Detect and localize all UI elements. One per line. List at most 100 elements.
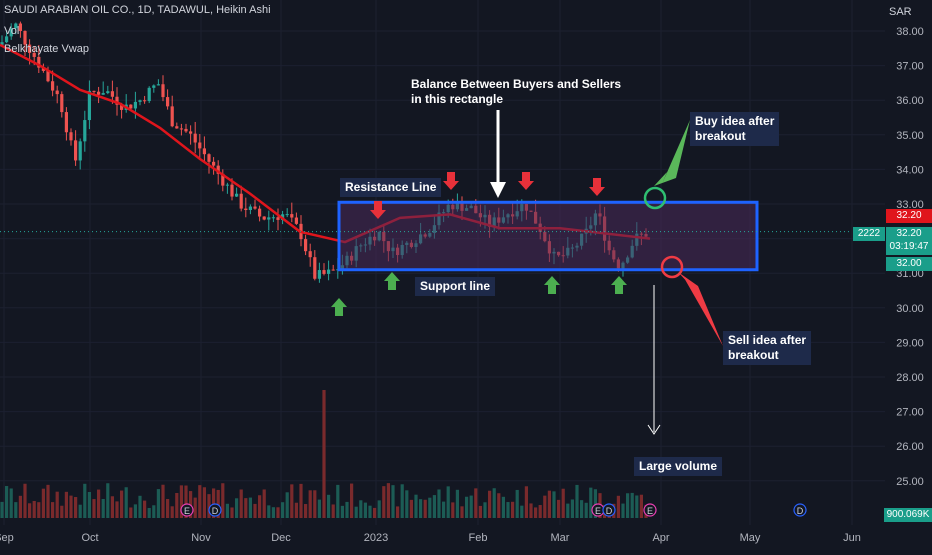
volume-bar: [124, 487, 128, 518]
volume-bar: [465, 496, 469, 518]
volume-bar: [156, 489, 160, 518]
y-tick-label: 38.00: [896, 26, 924, 38]
volume-bar: [460, 506, 464, 518]
candle-body: [271, 217, 275, 219]
candle-body: [244, 208, 248, 211]
y-tick-label: 30.00: [896, 303, 924, 315]
buy-arrow: [384, 272, 400, 290]
resistance-annotation: Resistance Line: [340, 178, 442, 197]
volume-bar: [455, 489, 459, 518]
balance-pointer-head: [490, 182, 506, 198]
buy-idea-line-1: Buy idea after: [695, 114, 775, 128]
symbol-title[interactable]: SAUDI ARABIAN OIL CO., 1D, TADAWUL, Heik…: [4, 4, 271, 16]
volume-bar: [391, 485, 395, 518]
volume-bar: [212, 488, 216, 518]
volume-bar: [248, 497, 252, 518]
sell-arrow: [370, 201, 386, 219]
x-tick-label: Apr: [652, 532, 669, 544]
buy-arrow: [544, 276, 560, 294]
last-price-value: 32.20: [896, 228, 922, 239]
volume-bar: [345, 501, 349, 518]
candle-body: [161, 84, 165, 98]
sell-arrow: [518, 172, 534, 190]
volume-bar: [78, 504, 82, 518]
volume-bar: [626, 493, 630, 518]
buy-pointer: [654, 120, 690, 186]
volume-bar: [235, 498, 239, 518]
candle-body: [179, 128, 183, 130]
y-tick-label: 26.00: [896, 441, 924, 453]
volume-pointer-head: [647, 424, 661, 435]
volume-bar: [322, 390, 326, 518]
volume-bar: [18, 495, 22, 518]
support-annotation: Support line: [415, 277, 495, 296]
balance-annotation-line-2: in this rectangle: [411, 92, 504, 106]
event-marker: D: [602, 503, 616, 517]
candle-body: [225, 184, 229, 186]
volume-bar: [83, 483, 87, 518]
volume-bar: [363, 502, 367, 518]
y-tick-label: 28.00: [896, 372, 924, 384]
volume-bar: [584, 502, 588, 518]
volume-bar: [221, 483, 225, 518]
volume-bar: [216, 489, 220, 518]
volume-bar: [304, 504, 308, 518]
candle-body: [69, 132, 73, 141]
candle-body: [331, 269, 335, 271]
candle-body: [14, 23, 18, 29]
candle-body: [5, 36, 9, 43]
volume-bar: [331, 504, 335, 518]
candle-body: [152, 85, 156, 88]
vwap-indicator-label[interactable]: Belkhayate Vwap: [4, 43, 89, 55]
volume-bar: [133, 504, 137, 518]
candle-body: [170, 106, 174, 127]
candle-body: [41, 67, 45, 71]
candle-body: [138, 100, 142, 102]
volume-bar: [639, 494, 643, 518]
volume-bar: [515, 489, 519, 518]
volume-bar: [97, 489, 101, 518]
volume-bar: [0, 501, 4, 518]
candle-body: [193, 133, 197, 143]
volume-bar: [635, 495, 639, 518]
volume-bar: [87, 491, 91, 518]
volume-bar: [230, 507, 234, 518]
volume-bar: [276, 507, 280, 518]
event-marker: E: [180, 503, 194, 517]
volume-bar: [23, 483, 27, 518]
volume-bar: [501, 496, 505, 518]
volume-bar: [299, 483, 303, 518]
volume-bar: [106, 483, 110, 518]
volume-bar: [60, 505, 64, 518]
candle-body: [87, 90, 91, 121]
volume-indicator-label[interactable]: Vol: [4, 25, 20, 37]
x-tick-label: Nov: [191, 532, 211, 544]
symbol-code-tag: 2222: [853, 227, 885, 241]
volume-bar: [64, 491, 68, 518]
y-tick-label: 35.00: [896, 130, 924, 142]
y-tick-label: 33.00: [896, 199, 924, 211]
x-tick-label: Sep: [0, 532, 14, 544]
candle-body: [83, 120, 87, 142]
candle-body: [55, 90, 59, 95]
candle-body: [37, 56, 41, 68]
volume-bar: [120, 490, 124, 518]
volume-bar: [166, 499, 170, 518]
volume-bar: [538, 505, 542, 518]
candle-body: [221, 173, 225, 186]
volume-bar: [271, 507, 275, 518]
candle-body: [28, 44, 32, 53]
candle-body: [18, 23, 22, 31]
candle-body: [248, 206, 252, 211]
candle-body: [239, 193, 243, 209]
volume-bar: [478, 505, 482, 518]
volume-bar: [630, 492, 634, 518]
candle-body: [147, 87, 151, 102]
candle-body: [262, 216, 266, 220]
candle-body: [46, 70, 50, 82]
candle-body: [189, 131, 193, 134]
volume-bar: [396, 506, 400, 518]
candle-body: [258, 208, 262, 217]
